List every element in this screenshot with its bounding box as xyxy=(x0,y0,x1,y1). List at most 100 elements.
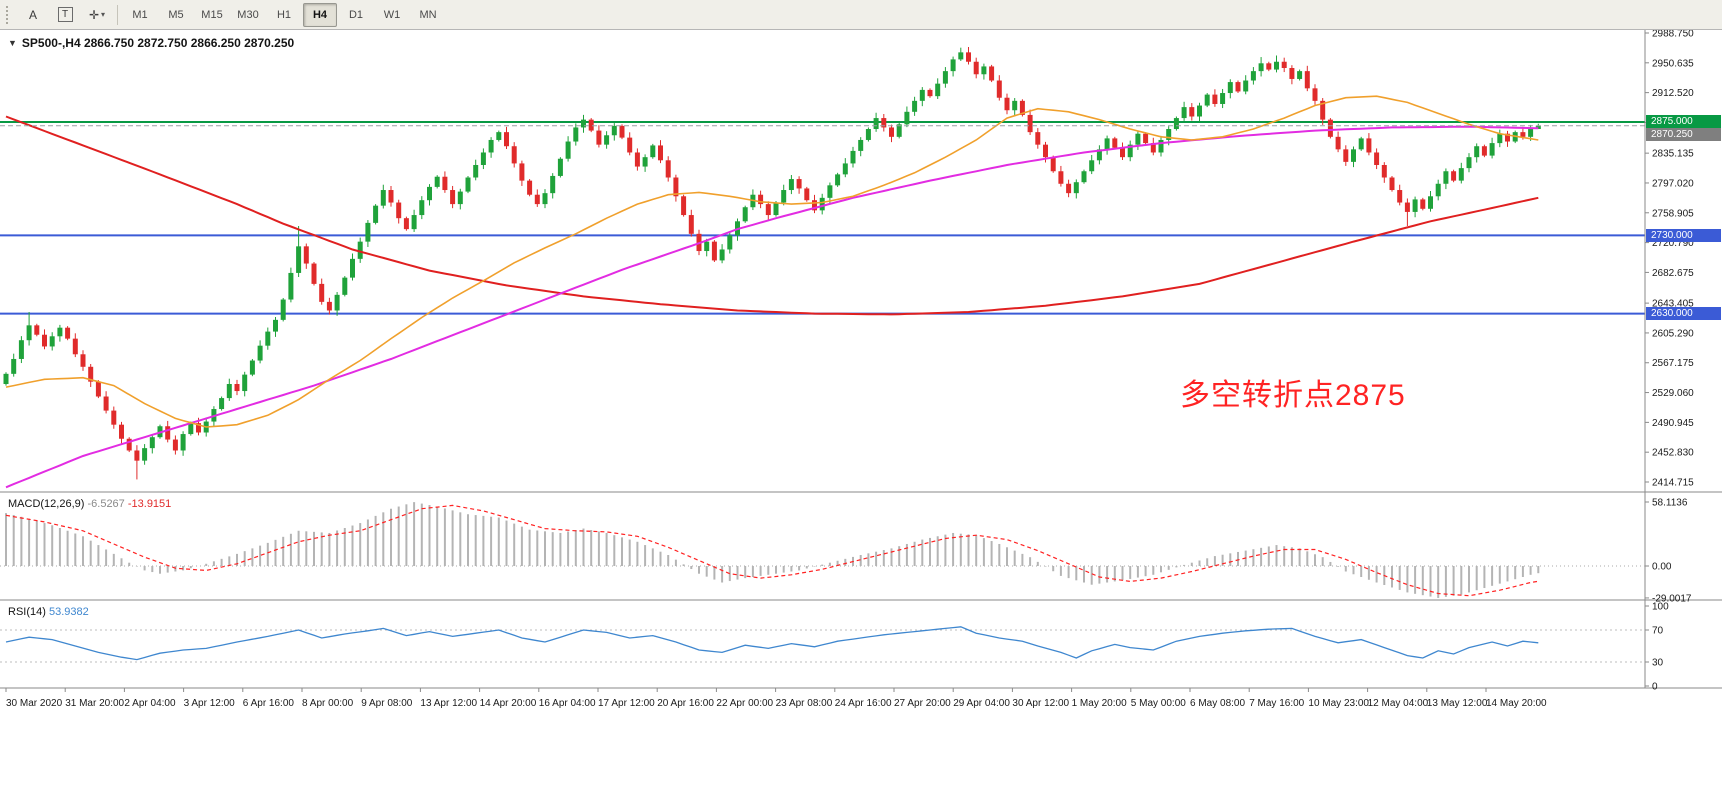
price-badge-2730.000: 2730.000 xyxy=(1646,228,1721,242)
label-tool-button[interactable]: T xyxy=(50,3,80,27)
candle-bull xyxy=(1089,160,1095,172)
candle-bear xyxy=(1235,82,1241,92)
time-axis-label: 3 Apr 12:00 xyxy=(184,698,236,709)
candle-bear xyxy=(1520,132,1526,137)
candle-bull xyxy=(1181,107,1187,119)
candle-bull xyxy=(226,384,232,399)
candle-bull xyxy=(1497,133,1503,144)
candle-bull xyxy=(704,241,710,252)
candle-bear xyxy=(1212,94,1218,104)
candle-bear xyxy=(1304,71,1310,89)
time-axis-label: 6 May 08:00 xyxy=(1190,698,1245,709)
timeframe-button-d1[interactable]: D1 xyxy=(348,8,364,21)
letter-a-icon: A xyxy=(28,7,37,22)
candle-bear xyxy=(1035,132,1041,145)
timeframe-button-mn[interactable]: MN xyxy=(419,8,437,21)
text-tool-button[interactable]: A xyxy=(18,3,48,27)
candle-bear xyxy=(1366,138,1372,153)
candle-bear xyxy=(234,384,240,392)
line-studies-button[interactable]: ✛ ▾ xyxy=(82,3,112,27)
candle-bull xyxy=(742,207,748,222)
candle-bull xyxy=(1412,199,1418,212)
candle-bull xyxy=(1351,149,1356,162)
candle-bull xyxy=(49,336,55,347)
candle-bear xyxy=(95,381,101,397)
candle-bear xyxy=(134,450,140,461)
price-axis-label: 2835.135 xyxy=(1652,149,1694,160)
letter-t-icon: T xyxy=(57,7,73,22)
macd-axis-label: 58.1136 xyxy=(1652,498,1688,509)
one-click-trading-arrow-icon[interactable]: ▼ xyxy=(8,38,17,48)
candle-bear xyxy=(711,241,717,261)
macd-axis-label: -29.0017 xyxy=(1652,593,1692,604)
candle-bear xyxy=(511,146,517,164)
chevron-down-icon: ▾ xyxy=(101,10,106,19)
candle-bull xyxy=(912,100,918,112)
candle-bull xyxy=(919,89,925,101)
timeframe-button-w1[interactable]: W1 xyxy=(383,8,401,21)
candle-bear xyxy=(1312,88,1318,101)
candle-bull xyxy=(365,222,371,242)
candle-bear xyxy=(396,202,402,219)
price-axis-label: 2605.290 xyxy=(1652,328,1694,339)
candle-bull xyxy=(1489,143,1495,156)
candle-bull xyxy=(1428,196,1433,209)
candle-bull xyxy=(411,215,417,230)
time-axis-label: 7 May 16:00 xyxy=(1249,698,1304,709)
crosshair-icon: ✛ xyxy=(88,7,100,22)
candle-bear xyxy=(1066,183,1072,194)
timeframe-button-m5[interactable]: M5 xyxy=(168,8,184,21)
timeframe-button-h4[interactable]: H4 xyxy=(303,2,337,27)
candle-bear xyxy=(1120,147,1125,158)
candle-bear xyxy=(1266,63,1272,70)
candle-bull xyxy=(1073,182,1079,194)
candle-bull xyxy=(57,327,63,337)
candle-bull xyxy=(842,163,848,175)
price-axis-label: 2912.520 xyxy=(1652,88,1694,99)
candle-bull xyxy=(1297,71,1303,79)
candle-bull xyxy=(373,205,379,223)
candle-bull xyxy=(480,152,486,165)
candle-bull xyxy=(581,119,586,128)
macd-indicator-label: MACD(12,26,9) -6.5267 -13.9151 xyxy=(8,498,171,510)
candle-bear xyxy=(311,263,317,284)
candle-bear xyxy=(1343,149,1349,162)
candle-bear xyxy=(1320,100,1326,120)
candle-bull xyxy=(3,373,9,385)
chart-canvas[interactable]: 2988.7502950.6352912.5202874.4052835.135… xyxy=(0,30,1722,718)
timeframe-button-m30[interactable]: M30 xyxy=(237,8,259,21)
candle-bear xyxy=(1189,107,1195,117)
candle-bull xyxy=(827,185,833,198)
timeframe-button-m1[interactable]: M1 xyxy=(132,8,148,21)
candle-bear xyxy=(519,163,525,181)
price-axis-label: 2720.790 xyxy=(1652,238,1694,249)
candle-bear xyxy=(172,439,178,451)
toolbar-grip[interactable] xyxy=(6,5,12,24)
candle-bull xyxy=(727,235,733,250)
time-axis-label: 30 Mar 2020 xyxy=(6,698,63,709)
ma-mid-magenta xyxy=(5,125,1539,489)
candle-bull xyxy=(542,193,548,205)
time-axis-label: 27 Apr 20:00 xyxy=(894,698,951,709)
candle-bull xyxy=(1243,80,1249,92)
rsi-axis-label: 100 xyxy=(1652,602,1669,613)
candle-bear xyxy=(111,410,117,425)
price-axis-label: 2529.060 xyxy=(1652,388,1694,399)
time-axis-label: 10 May 23:00 xyxy=(1308,698,1369,709)
candle-bull xyxy=(1458,168,1464,181)
candle-bull xyxy=(180,434,186,451)
candle-bear xyxy=(796,179,802,189)
timeframe-button-m15[interactable]: M15 xyxy=(201,8,223,21)
candle-bear xyxy=(42,334,47,347)
candle-bull xyxy=(496,132,502,140)
symbol-ohlc-text: SP500-,H4 2866.750 2872.750 2866.250 287… xyxy=(21,36,295,50)
candle-bull xyxy=(1204,94,1210,106)
price-axis-label: 2567.175 xyxy=(1652,358,1694,369)
candle-bull xyxy=(1173,118,1179,130)
time-axis-label: 9 Apr 08:00 xyxy=(361,698,413,709)
toolbar: A T ✛ ▾ M1 M5 M15 M30 H1 H4 D1 W1 MN xyxy=(0,0,1722,30)
candle-bear xyxy=(1404,202,1410,212)
candle-bull xyxy=(1127,144,1133,158)
timeframe-button-h1[interactable]: H1 xyxy=(276,8,292,21)
